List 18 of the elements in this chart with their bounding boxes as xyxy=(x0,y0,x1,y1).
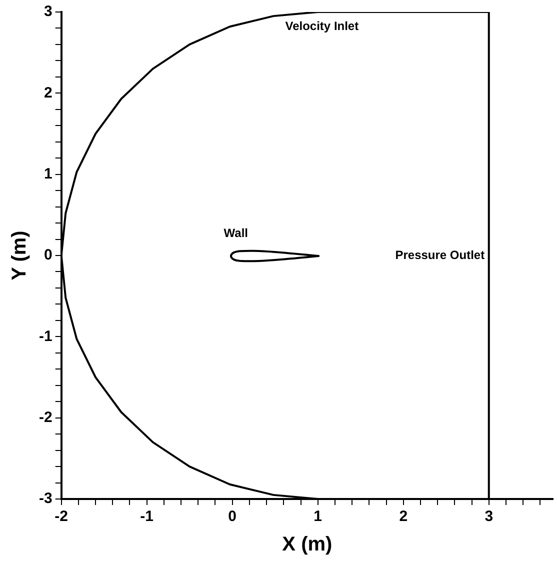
y-tick-label: -2 xyxy=(38,408,52,426)
y-tick-label: 0 xyxy=(44,246,52,264)
y-tick-label: 2 xyxy=(44,84,52,102)
annotation: Wall xyxy=(224,226,248,240)
x-tick-label: -1 xyxy=(140,508,154,526)
annotation: Pressure Outlet xyxy=(395,248,485,262)
y-tick-label: -1 xyxy=(38,328,52,345)
annotation: Velocity Inlet xyxy=(285,18,359,33)
x-tick-label: 3 xyxy=(484,508,494,526)
x-tick-label: 2 xyxy=(399,508,408,526)
x-tick-label: -2 xyxy=(54,508,68,526)
x-tick-label: 1 xyxy=(314,508,322,526)
y-tick-label: 3 xyxy=(44,3,52,20)
x-tick-label: 0 xyxy=(228,508,237,526)
y-axis-title: Y (m) xyxy=(8,230,31,280)
x-axis-title: X (m) xyxy=(282,534,332,556)
y-tick-label: -3 xyxy=(38,490,52,508)
y-tick-label: 1 xyxy=(44,165,52,182)
